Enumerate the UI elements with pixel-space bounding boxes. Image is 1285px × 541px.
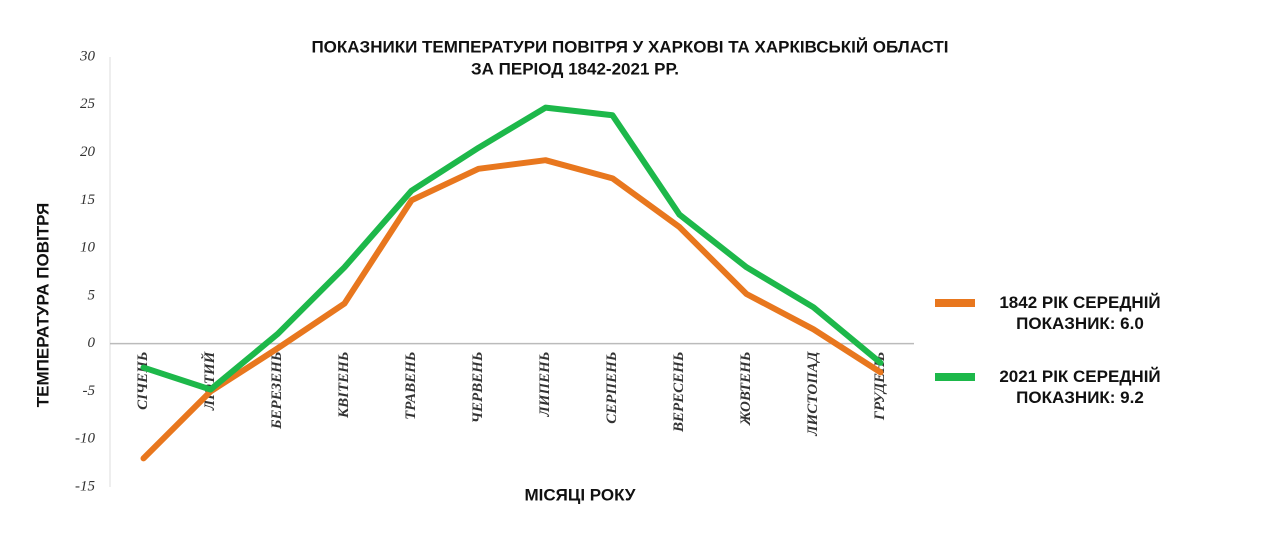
x-axis-title: МІСЯЦІ РОКУ [525,485,636,504]
y-tick-label: -15 [75,478,95,494]
x-tick-label: ЧЕРВЕНЬ [470,352,486,424]
x-tick-label: СІЧЕНЬ [135,352,151,410]
y-tick-label: 20 [80,144,96,160]
x-tick-label: КВІТЕНЬ [336,352,352,419]
y-tick-label: 25 [80,96,96,112]
legend-label: 2021 РІК СЕРЕДНІЙ ПОКАЗНИК: 9.2 [999,367,1161,407]
y-tick-label: 10 [80,240,96,256]
y-tick-label: -5 [83,383,96,399]
data-line [140,104,884,393]
y-tick-label: 0 [88,335,96,351]
legend-item: 2021 РІК СЕРЕДНІЙ ПОКАЗНИК: 9.2 [935,366,1195,408]
x-tick-label: БЕРЕЗЕНЬ [269,352,285,430]
chart-title: ЗА ПЕРІОД 1842-2021 РР. [471,59,679,78]
y-tick-label: 5 [88,287,96,303]
x-tick-label: ТРАВЕНЬ [403,352,419,420]
legend-swatch [935,299,975,307]
x-tick-label: ЛИСТОПАД [805,351,821,437]
y-tick-label: 30 [79,48,96,64]
chart-title: ПОКАЗНИКИ ТЕМПЕРАТУРИ ПОВІТРЯ У ХАРКОВІ … [311,37,948,56]
legend-item: 1842 РІК СЕРЕДНІЙ ПОКАЗНИК: 6.0 [935,292,1195,334]
x-tick-label: ЖОВТЕНЬ [738,352,754,426]
x-tick-label: ВЕРЕСЕНЬ [671,352,687,433]
y-tick-label: 15 [80,192,96,208]
x-tick-label: СЕРПЕНЬ [604,352,620,424]
y-axis-title: ТЕМПЕРАТУРА ПОВІТРЯ [33,203,52,407]
y-tick-label: -10 [75,431,95,447]
legend-swatch [935,373,975,381]
legend-label: 1842 РІК СЕРЕДНІЙ ПОКАЗНИК: 6.0 [999,293,1161,333]
x-tick-label: ЛИПЕНЬ [537,352,553,418]
data-line [140,157,884,462]
